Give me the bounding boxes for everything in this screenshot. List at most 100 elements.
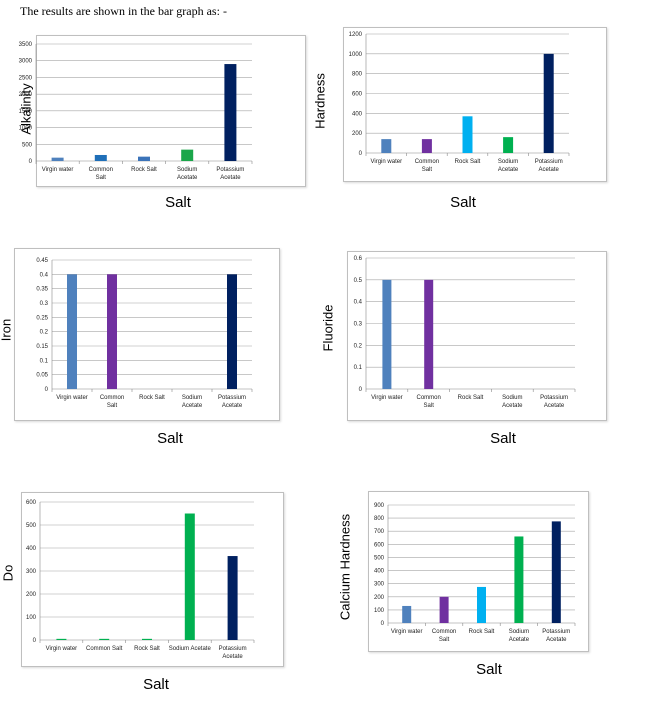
y-tick-label: 2500 (19, 75, 33, 81)
y-tick-label: 0.45 (36, 258, 48, 264)
y-tick-label: 3500 (19, 42, 33, 48)
x-tick-label: Potassium (216, 167, 244, 173)
y-tick-label: 100 (374, 608, 385, 614)
y-tick-label: 100 (26, 615, 37, 621)
bar (67, 274, 77, 389)
chart-frame (343, 27, 607, 182)
x-axis-label: Salt (450, 194, 476, 211)
x-tick-label: Salt (107, 403, 118, 409)
y-tick-label: 0.2 (40, 330, 49, 336)
y-tick-label: 0.15 (36, 344, 48, 350)
y-tick-label: 600 (26, 500, 37, 506)
x-tick-label: Acetate (220, 175, 241, 181)
bar (551, 521, 561, 623)
y-tick-label: 0.4 (40, 272, 49, 278)
y-tick-label: 0 (381, 621, 385, 627)
x-tick-label: Sodium (509, 629, 529, 635)
y-tick-label: 0.35 (36, 287, 48, 293)
y-tick-label: 800 (352, 72, 363, 78)
x-axis-label: Salt (157, 430, 183, 447)
bar (138, 156, 150, 161)
x-tick-label: Virgin water (371, 159, 403, 165)
x-tick-label: Sodium (177, 167, 197, 173)
y-tick-label: 0 (359, 151, 363, 157)
y-tick-label: 800 (374, 516, 385, 522)
x-tick-label: Potassium (218, 395, 246, 401)
x-tick-label: Common (100, 395, 124, 401)
x-tick-label: Potassium (542, 629, 570, 635)
bar (543, 53, 554, 154)
y-tick-label: 400 (352, 111, 363, 117)
x-tick-label: Sodium (502, 395, 522, 401)
y-tick-label: 500 (374, 555, 385, 561)
bar (382, 279, 392, 389)
y-tick-label: 0.25 (36, 315, 48, 321)
y-axis-label: Calcium Hardness (337, 513, 353, 621)
y-tick-label: 3000 (19, 59, 33, 65)
x-tick-label: Rock Salt (455, 159, 481, 165)
bar (184, 513, 195, 640)
x-axis-label: Salt (490, 430, 516, 447)
bar (477, 586, 486, 623)
bar (514, 536, 524, 623)
y-tick-label: 500 (22, 142, 33, 148)
bar (142, 638, 152, 640)
x-tick-label: Common (415, 159, 439, 165)
y-tick-label: 0 (45, 387, 49, 393)
x-tick-label: Salt (439, 637, 450, 643)
x-tick-label: Common Salt (86, 646, 123, 652)
bar (402, 605, 412, 623)
x-tick-label: Rock Salt (131, 167, 157, 173)
y-tick-label: 0 (29, 159, 33, 165)
y-tick-label: 900 (374, 503, 385, 509)
bar (56, 638, 67, 640)
x-tick-label: Salt (96, 175, 107, 181)
y-tick-label: 0.3 (354, 322, 363, 328)
y-tick-label: 0.1 (354, 365, 363, 371)
bar (503, 137, 514, 153)
bar (99, 638, 110, 640)
y-tick-label: 500 (26, 523, 37, 529)
y-tick-label: 300 (374, 582, 385, 588)
y-tick-label: 0.6 (354, 256, 363, 262)
y-tick-label: 0.05 (36, 373, 48, 379)
page-heading: The results are shown in the bar graph a… (20, 4, 227, 18)
bar (421, 139, 432, 153)
y-tick-label: 0.4 (354, 300, 363, 306)
bar (439, 596, 449, 623)
x-tick-label: Acetate (177, 175, 198, 181)
bar (381, 139, 392, 153)
y-tick-label: 200 (352, 131, 363, 137)
x-tick-label: Acetate (546, 637, 567, 643)
x-tick-label: Common (432, 629, 456, 635)
bar (107, 274, 117, 389)
x-tick-label: Potassium (219, 646, 247, 652)
x-tick-label: Acetate (544, 403, 565, 409)
x-axis-label: Salt (143, 676, 169, 693)
bar (424, 279, 434, 389)
y-tick-label: 2000 (19, 92, 33, 98)
y-tick-label: 1500 (19, 109, 33, 115)
y-tick-label: 0 (359, 387, 363, 393)
x-tick-label: Rock Salt (469, 629, 495, 635)
x-tick-label: Salt (424, 403, 435, 409)
y-tick-label: 0 (33, 638, 37, 644)
y-tick-label: 600 (352, 92, 363, 98)
y-tick-label: 0.2 (354, 343, 363, 349)
y-tick-label: 1000 (349, 52, 363, 58)
y-tick-label: 0.1 (40, 358, 49, 364)
x-tick-label: Acetate (182, 403, 203, 409)
x-tick-label: Sodium (498, 159, 518, 165)
y-tick-label: 700 (374, 529, 385, 535)
bar (227, 556, 238, 640)
bar (462, 116, 473, 153)
x-tick-label: Sodium Acetate (169, 646, 212, 652)
y-tick-label: 1200 (349, 32, 363, 38)
x-tick-label: Potassium (540, 395, 568, 401)
bar (51, 157, 64, 161)
